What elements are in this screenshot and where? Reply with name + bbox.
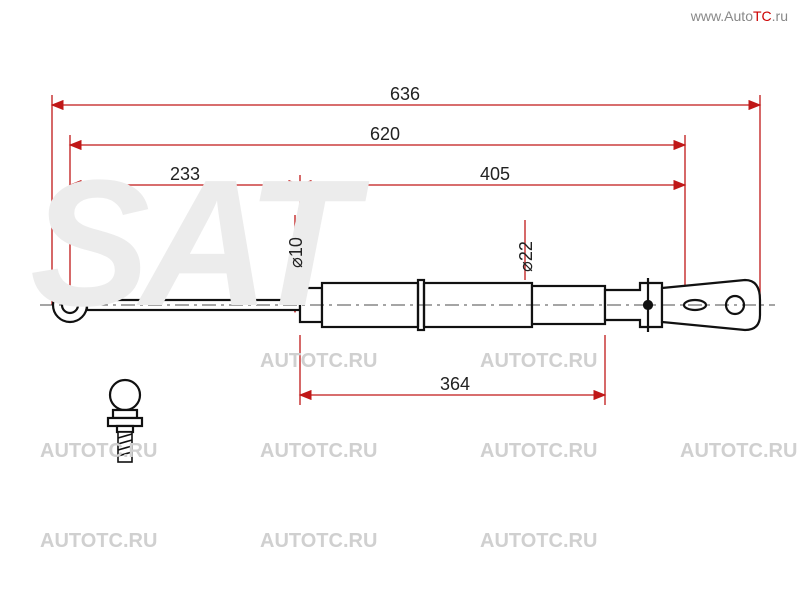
source-url: www.AutoTC.ru <box>691 8 788 24</box>
dim-body-length: 364 <box>440 374 470 395</box>
dim-overall: 636 <box>390 84 420 105</box>
url-suffix: .ru <box>772 8 788 24</box>
url-prefix: www.Auto <box>691 8 753 24</box>
ball-stud-detail <box>108 380 142 462</box>
dimension-lines <box>52 105 760 395</box>
dim-pin-to-pin: 620 <box>370 124 400 145</box>
diagram-canvas: SAT AUTOTC.RU AUTOTC.RU AUTOTC.RU AUTOTC… <box>0 0 800 600</box>
dim-body-section: 405 <box>480 164 510 185</box>
dim-rod-dia: ⌀10 <box>286 237 307 268</box>
extension-lines <box>52 95 760 405</box>
url-highlight: TC <box>753 8 772 24</box>
dim-rod-section: 233 <box>170 164 200 185</box>
dim-body-dia: ⌀22 <box>516 241 537 272</box>
